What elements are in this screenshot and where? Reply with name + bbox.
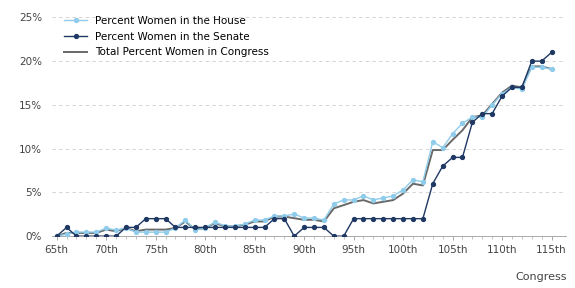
Line: Percent Women in the Senate: Percent Women in the Senate (55, 50, 554, 238)
Total Percent Women in Congress (202, 226, 209, 230)
Line: Percent Women in the House: Percent Women in the House (55, 65, 554, 238)
Percent Women in the Senate (538, 59, 545, 63)
Text: Congress: Congress (515, 272, 566, 282)
Total Percent Women in Congress (409, 182, 416, 185)
Total Percent Women in Congress (538, 65, 545, 68)
Total Percent Women in Congress (212, 221, 218, 225)
Percent Women in the Senate (212, 226, 218, 229)
Percent Women in the Senate (409, 217, 416, 220)
Legend: Percent Women in the House, Percent Women in the Senate, Total Percent Women in : Percent Women in the House, Percent Wome… (62, 14, 271, 60)
Percent Women in the Senate (380, 217, 387, 220)
Percent Women in the Senate (202, 226, 209, 229)
Percent Women in the House (528, 66, 535, 69)
Percent Women in the Senate (548, 51, 555, 54)
Percent Women in the Senate (53, 234, 60, 238)
Percent Women in the House (212, 220, 218, 224)
Line: Total Percent Women in Congress: Total Percent Women in Congress (57, 67, 551, 236)
Percent Women in the House (162, 230, 169, 234)
Percent Women in the House (409, 178, 416, 181)
Percent Women in the House (380, 196, 387, 200)
Percent Women in the House (202, 226, 209, 230)
Percent Women in the House (548, 67, 555, 71)
Percent Women in the House (53, 234, 60, 238)
Total Percent Women in Congress (162, 228, 169, 231)
Total Percent Women in Congress (548, 67, 555, 71)
Percent Women in the House (538, 66, 545, 69)
Percent Women in the Senate (162, 217, 169, 220)
Total Percent Women in Congress (528, 65, 535, 68)
Total Percent Women in Congress (53, 234, 60, 238)
Total Percent Women in Congress (380, 200, 387, 204)
